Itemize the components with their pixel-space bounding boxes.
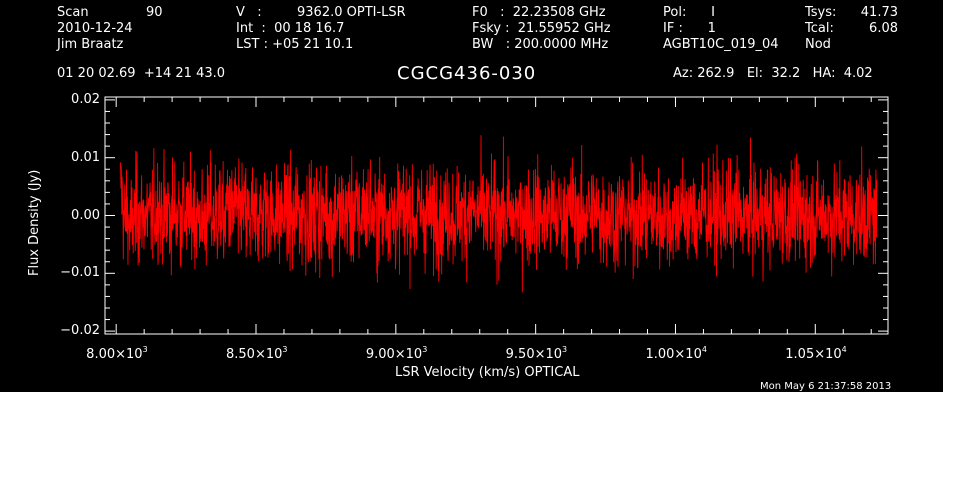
y-tick-label: 0.00	[71, 207, 100, 223]
header-velocity-value: 9362.0 OPTI-LSR	[297, 5, 406, 20]
x-tick-exponent: 3	[142, 345, 148, 354]
header-integration: Int : 00 18 16.7	[236, 21, 345, 36]
header-tsys-value: 41.73	[860, 5, 898, 20]
header-velocity-label: V :	[236, 5, 262, 20]
x-tick-exponent: 3	[562, 345, 568, 354]
header-if: IF : 1	[663, 21, 716, 36]
header-tsys-label: Tsys:	[805, 5, 837, 20]
x-tick-exponent: 4	[841, 345, 847, 354]
x-tick-mantissa: 8.50×10	[226, 347, 283, 362]
header-scan-number: 90	[146, 5, 163, 20]
x-tick-label: 9.50×103	[506, 345, 567, 362]
header-tcal-value: 6.08	[869, 21, 898, 36]
timestamp: Mon May 6 21:37:58 2013	[760, 381, 892, 392]
x-tick-label: 8.00×103	[86, 345, 147, 362]
header-lst: LST : +05 21 10.1	[236, 37, 354, 52]
x-tick-mantissa: 9.50×10	[505, 347, 563, 362]
header-fsky: Fsky : 21.55952 GHz	[472, 21, 611, 36]
x-tick-mantissa: 9.00×10	[365, 347, 423, 362]
x-tick-label: 9.00×103	[366, 345, 427, 362]
x-tick-label: 8.50×103	[226, 345, 287, 362]
header-nod: Nod	[805, 37, 831, 52]
x-tick-label: 1.00×104	[645, 345, 706, 362]
header-pol: Pol: I	[663, 5, 715, 20]
y-tick-label: 0.01	[71, 149, 100, 165]
header-project: AGBT10C_019_04	[663, 37, 779, 52]
y-tick-label: −0.01	[60, 265, 100, 281]
header-bandwidth: BW : 200.0000 MHz	[472, 37, 609, 52]
header-pointing: Az: 262.9 El: 32.2 HA: 4.02	[673, 66, 873, 81]
header-scan-label: Scan	[57, 5, 89, 20]
x-tick-mantissa: 1.00×10	[645, 347, 702, 362]
x-axis-label: LSR Velocity (km/s) OPTICAL	[395, 365, 580, 380]
header-date: 2010-12-24	[57, 21, 133, 36]
header-coordinates: 01 20 02.69 +14 21 43.0	[57, 66, 226, 81]
header-f0: F0 : 22.23508 GHz	[472, 5, 606, 20]
chart-title: CGCG436-030	[397, 63, 537, 84]
header-tcal-label: Tcal:	[805, 21, 834, 36]
y-axis-label: Flux Density (Jy)	[27, 169, 42, 276]
chart-canvas	[104, 96, 889, 335]
y-tick-label: −0.02	[60, 323, 100, 339]
header-observer: Jim Braatz	[57, 37, 124, 52]
series-spectrum-line	[119, 135, 878, 293]
x-tick-exponent: 4	[701, 345, 707, 354]
x-tick-mantissa: 8.00×10	[86, 347, 143, 362]
x-tick-label: 1.05×104	[785, 345, 846, 362]
x-tick-exponent: 3	[282, 345, 288, 354]
x-tick-mantissa: 1.05×10	[785, 347, 842, 362]
y-tick-label: 0.02	[71, 91, 100, 107]
x-tick-exponent: 3	[422, 345, 428, 354]
